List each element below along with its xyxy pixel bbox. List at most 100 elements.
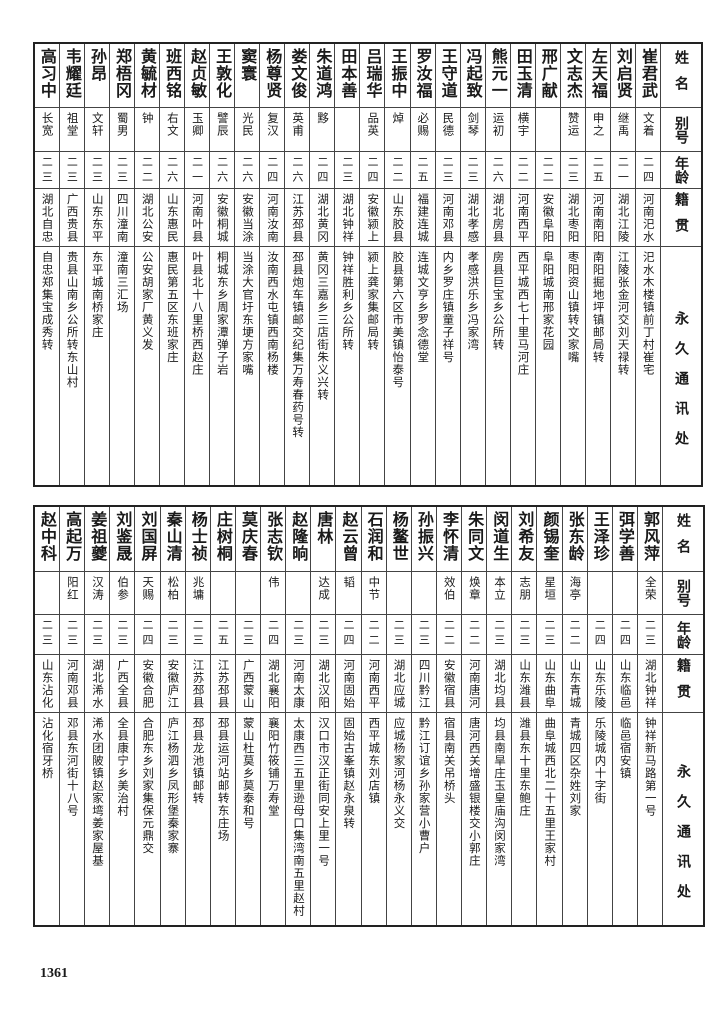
- address-cell: 孝感洪乐乡冯家湾: [461, 247, 485, 485]
- alias-text: 继禹: [616, 112, 631, 137]
- name-cell: 韦耀廷: [59, 44, 84, 108]
- alias-text: 祖堂: [65, 112, 80, 137]
- alias-cell: 松柏: [160, 572, 185, 615]
- native-place-cell: 湖北均县: [487, 655, 512, 713]
- name-text: 赵隆晌: [289, 511, 309, 562]
- address-cell: 连城文亨乡罗念德堂: [411, 247, 435, 485]
- native-place-text: 山东惠民: [165, 193, 180, 243]
- table-row: 邢广献 二二 安徽阜阳 阜阳城南邢家花园: [534, 44, 560, 485]
- name-cell: 左天福: [585, 44, 610, 108]
- alias-cell: 长宽: [34, 108, 59, 152]
- native-place-text: 广西全县: [116, 659, 131, 709]
- address-text: 宿县南关吊桥头: [442, 717, 457, 805]
- alias-cell: 钟: [135, 108, 160, 152]
- table-row: 孙昂 文轩 二三 山东东平 东平城南桥家庄: [83, 44, 109, 485]
- age-cell: 二二: [385, 152, 410, 189]
- native-place-cell: 山东惠民: [160, 189, 185, 247]
- age-text: 二三: [542, 619, 556, 649]
- age-text: 二三: [40, 156, 54, 186]
- table-row: 班西铭 右文 二六 山东惠民 惠民第五区东班家庄: [159, 44, 185, 485]
- native-place-text: 湖北浠水: [90, 659, 105, 709]
- native-place-text: 湖北孝感: [466, 193, 481, 243]
- age-text: 二三: [316, 619, 330, 649]
- table-row: 文志杰 赞运 二三 湖北枣阳 枣阳资山镇转文家嘴: [559, 44, 585, 485]
- alias-cell: 蜀男: [109, 108, 135, 152]
- table-row: 赵贞敏 玉卿 二一 河南叶县 叶县北十八里桥西赵庄: [184, 44, 210, 485]
- native-place-text: 福建连城: [416, 193, 431, 243]
- alias-text: 钟: [140, 112, 155, 125]
- age-text: 二二: [467, 619, 481, 649]
- address-cell: 黄冈三嘉乡三店街朱义兴转: [310, 247, 334, 485]
- name-cell: 孙振兴: [411, 507, 436, 572]
- alias-cell: 阳红: [60, 572, 85, 615]
- address-text: 浠水团陂镇赵家塆姜家屋基: [90, 717, 105, 867]
- alias-cell: 中节: [361, 572, 386, 615]
- address-cell: 枣阳资山镇转文家嘴: [561, 247, 585, 485]
- native-place-cell: 四川潼南: [109, 189, 135, 247]
- address-cell: 唐河西关增盛银楼交小郭庄: [462, 713, 486, 925]
- table-row: 罗汝福 必赐 二五 福建连城 连城文亨乡罗念德堂: [409, 44, 435, 485]
- name-text: 孙昂: [87, 48, 107, 82]
- name-cell: 庄树桐: [210, 507, 235, 572]
- address-cell: 青城四区杂姓刘家: [563, 713, 587, 925]
- address-text: 自忠郑集宝成秀转: [40, 251, 55, 351]
- header-cell-alias: 别号: [661, 108, 701, 152]
- address-cell: 桐城东乡周家潭弹子岩: [210, 247, 234, 485]
- address-text: 汝南西水屯镇西南杨楼: [266, 251, 281, 376]
- age-cell: 二三: [235, 615, 260, 655]
- name-text: 朱同文: [465, 511, 485, 562]
- name-text: 王泽珍: [590, 511, 610, 562]
- address-text: 潼南三汇场: [115, 251, 130, 314]
- age-cell: 二二: [361, 615, 386, 655]
- age-cell: 二三: [537, 615, 562, 655]
- age-cell: 二四: [336, 615, 361, 655]
- header-label: 年龄: [675, 620, 691, 649]
- name-text: 吕瑞华: [363, 48, 383, 99]
- address-cell: 南阳掘地坪镇邮局转: [586, 247, 610, 485]
- age-text: 二四: [641, 156, 655, 186]
- address-cell: 汉口市汉正街同安上里一号: [311, 713, 335, 925]
- address-cell: 当涂大官圩东埂方家嘴: [235, 247, 259, 485]
- native-place-cell: 山东临邑: [612, 655, 637, 713]
- native-place-cell: 河南南阳: [585, 189, 610, 247]
- native-place-text: 山东青城: [568, 659, 583, 709]
- name-cell: 颜锡奎: [537, 507, 562, 572]
- address-cell: 潍县东十里东鲍庄: [512, 713, 536, 925]
- age-text: 二六: [215, 156, 229, 186]
- address-text: 胶县第六区市美镇怡泰号: [391, 251, 406, 389]
- alias-text: 阳红: [65, 576, 80, 601]
- alias-text: 申之: [591, 112, 606, 137]
- alias-text: 蜀男: [115, 112, 130, 137]
- native-place-cell: 河南太康: [286, 655, 311, 713]
- age-text: 二二: [568, 619, 582, 649]
- address-cell: 胶县第六区市美镇怡泰号: [385, 247, 409, 485]
- native-place-text: 河南太康: [291, 659, 306, 709]
- address-cell: 浠水团陂镇赵家塆姜家屋基: [85, 713, 109, 925]
- alias-text: 黟: [316, 112, 331, 125]
- native-place-cell: 山东潍县: [512, 655, 537, 713]
- native-place-cell: 广西贵县: [59, 189, 84, 247]
- native-place-text: 河南汝南: [266, 193, 281, 243]
- header-cell-native-place: 籍贯: [661, 189, 701, 247]
- address-text: 江陵张金河交刘天禄转: [616, 251, 631, 376]
- age-cell: 二四: [635, 152, 660, 189]
- table-row: 郑梧冈 蜀男 二三 四川潼南 潼南三汇场: [108, 44, 135, 485]
- name-text: 朱道鸿: [313, 48, 333, 99]
- age-text: 二三: [65, 156, 79, 186]
- native-place-text: 河南西平: [367, 659, 382, 709]
- name-text: 赵中科: [37, 511, 57, 562]
- age-cell: 二三: [34, 615, 59, 655]
- age-cell: 二六: [160, 152, 185, 189]
- native-place-cell: 湖北浠水: [85, 655, 110, 713]
- table-row: 唐林 达成 二三 湖北汉阳 汉口市汉正街同安上里一号: [310, 507, 336, 925]
- address-cell: 西平城东刘店镇: [362, 713, 386, 925]
- name-text: 颜锡奎: [540, 511, 560, 562]
- native-place-cell: 河南固始: [336, 655, 361, 713]
- age-text: 二三: [643, 619, 657, 649]
- alias-cell: 汉涛: [85, 572, 110, 615]
- name-cell: 吕瑞华: [360, 44, 385, 108]
- name-cell: 郑梧冈: [109, 44, 135, 108]
- alias-cell: [235, 572, 260, 615]
- alias-cell: [210, 572, 235, 615]
- native-place-text: 湖北自忠: [40, 193, 55, 243]
